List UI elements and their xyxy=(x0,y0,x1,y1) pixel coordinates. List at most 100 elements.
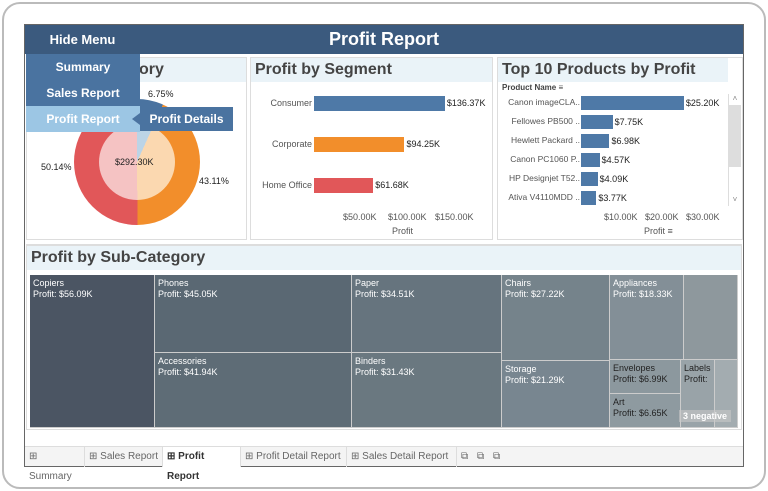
cell-name: Labels xyxy=(684,363,711,373)
menu-item-summary[interactable]: Summary xyxy=(26,54,140,80)
segment-tick: $150.00K xyxy=(435,212,474,222)
donut-inner-pie xyxy=(99,124,175,200)
sort-icon[interactable]: ≡ xyxy=(558,83,564,92)
segment-bar[interactable] xyxy=(314,178,374,193)
segment-bar[interactable] xyxy=(314,96,445,111)
sheet-tab[interactable]: ⊞ Profit Detail Report xyxy=(241,447,347,467)
cell-name: Paper xyxy=(355,278,380,288)
top10-axis-title: Profit ≡ xyxy=(644,226,673,236)
product-bar[interactable] xyxy=(581,172,598,186)
segment-tick: $100.00K xyxy=(388,212,427,222)
treemap-cell[interactable] xyxy=(684,275,738,360)
cell-profit: Profit: $56.09K xyxy=(33,289,93,299)
cell-profit: Profit: $18.33K xyxy=(613,289,673,299)
treemap-cell[interactable]: Chairs Profit: $27.22K xyxy=(502,275,610,361)
segment-label: Corporate xyxy=(271,139,312,149)
subcategory-title: Profit by Sub-Category xyxy=(27,246,741,270)
treemap-cell[interactable]: Appliances Profit: $18.33K xyxy=(610,275,684,360)
cell-profit: Profit: $41.94K xyxy=(158,367,218,377)
cell-name: Appliances xyxy=(613,278,658,288)
new-sheet-icon[interactable]: ⧉ xyxy=(461,451,469,462)
slice-label-tech: 50.14% xyxy=(41,162,72,172)
scroll-thumb[interactable] xyxy=(729,105,741,167)
new-story-icon[interactable]: ⧉ xyxy=(493,451,501,462)
top10-tick: $10.00K xyxy=(604,212,638,222)
top10-tick: $20.00K xyxy=(645,212,679,222)
product-bar[interactable] xyxy=(581,191,597,205)
product-value-label: $6.98K xyxy=(611,136,640,146)
treemap-cell[interactable]: Envelopes Profit: $6.99K xyxy=(610,360,681,394)
product-bar[interactable] xyxy=(581,134,610,148)
segment-axis-title: Profit xyxy=(392,226,414,236)
segment-value-label: $94.25K xyxy=(406,139,440,149)
scroll-down-icon[interactable]: ˅ xyxy=(732,195,738,204)
cell-name: Binders xyxy=(355,356,386,366)
scroll-up-icon[interactable]: ˄ xyxy=(732,94,738,103)
product-label: Hewlett Packard .. xyxy=(511,135,580,145)
slice-label-office: 43.11% xyxy=(199,176,229,186)
top10-title: Top 10 Products by Profit xyxy=(498,58,728,82)
treemap-cell[interactable]: Phones Profit: $45.05K xyxy=(155,275,352,353)
treemap-cell[interactable]: Binders Profit: $31.43K xyxy=(352,353,502,428)
cell-name: Envelopes xyxy=(613,363,656,373)
cell-name: Art xyxy=(613,397,625,407)
dashboard-icon: ⊞ xyxy=(89,451,98,462)
column-header-label: Product Name xyxy=(502,83,557,92)
menu-item-sales-report[interactable]: Sales Report xyxy=(26,80,140,106)
column-header-product-name[interactable]: Product Name ≡ xyxy=(502,83,563,92)
product-label: Canon imageCLA.. xyxy=(508,97,580,107)
dashboard-icon: ⊞ xyxy=(167,451,176,462)
treemap-cell[interactable]: Art Profit: $6.65K xyxy=(610,394,681,428)
page-title: Profit Report xyxy=(329,29,439,49)
product-value-label: $3.77K xyxy=(598,193,627,203)
cell-name: Chairs xyxy=(505,278,532,288)
sheet-tab[interactable]: ⊞ Sales Detail Report xyxy=(347,447,457,467)
sheet-tab[interactable]: ⊞ Sales Report xyxy=(85,447,163,467)
sort-icon[interactable]: ≡ xyxy=(667,226,673,236)
tab-label: Summary xyxy=(29,471,72,482)
cell-profit: Profit: $34.51K xyxy=(355,289,415,299)
product-label: HP Designjet T52.. xyxy=(508,173,580,183)
cell-profit: Profit: $45.05K xyxy=(158,289,218,299)
negative-values-indicator[interactable]: 3 negative xyxy=(679,410,732,422)
dashboard-icon: ⊞ xyxy=(245,451,254,462)
menu-item-profit-report[interactable]: Profit Report xyxy=(26,106,140,132)
axis-title-label: Profit xyxy=(644,226,666,236)
scrollbar[interactable]: ˄ ˅ xyxy=(728,94,741,206)
segment-title: Profit by Segment xyxy=(251,58,492,82)
top10-tick: $30.00K xyxy=(686,212,720,222)
slice-label-furniture: 6.75% xyxy=(148,89,174,99)
product-value-label: $4.57K xyxy=(601,155,631,165)
cell-name: Accessories xyxy=(158,356,207,366)
treemap-cell[interactable]: Copiers Profit: $56.09K xyxy=(30,275,155,428)
product-bar[interactable] xyxy=(581,96,684,110)
dashboard-icon: ⊞ xyxy=(29,451,38,462)
product-bar[interactable] xyxy=(581,153,600,167)
treemap-cell[interactable]: Storage Profit: $21.29K xyxy=(502,361,610,428)
sheet-tab[interactable]: ⊞ Profit Report xyxy=(163,447,241,482)
submenu-arrow-icon xyxy=(132,113,140,125)
segment-label: Home Office xyxy=(262,180,312,190)
cell-profit: Profit: $27.22K xyxy=(505,289,565,299)
submenu-profit-details[interactable]: Profit Details xyxy=(140,107,233,131)
cell-name: Copiers xyxy=(33,278,65,288)
product-value-label: $4.09K xyxy=(599,174,629,184)
hide-menu-button[interactable]: Hide Menu xyxy=(49,32,116,47)
dashboard-icon: ⊞ xyxy=(351,451,360,462)
product-label: Fellowes PB500 .. xyxy=(511,116,580,126)
tab-label: Profit Detail Report xyxy=(256,451,341,462)
treemap-cell[interactable]: Accessories Profit: $41.94K xyxy=(155,353,352,428)
sheet-tabs: ⊞ Summary ⊞ Sales Report ⊞ Profit Report ⊞ … xyxy=(25,446,743,482)
segment-bar[interactable] xyxy=(314,137,405,152)
tab-label: Profit Report xyxy=(167,451,205,482)
segment-value-label: $61.68K xyxy=(375,180,409,190)
treemap-cell[interactable]: Paper Profit: $34.51K xyxy=(352,275,502,353)
new-dashboard-icon[interactable]: ⧉ xyxy=(477,451,485,462)
cell-name: Phones xyxy=(158,278,189,288)
segment-tick: $50.00K xyxy=(343,212,377,222)
cell-profit: Profit: $6.99K xyxy=(613,374,668,384)
segment-label: Consumer xyxy=(270,98,312,108)
cell-name: Storage xyxy=(505,364,537,374)
product-bar[interactable] xyxy=(581,115,613,129)
sheet-tab[interactable]: ⊞ Summary xyxy=(25,447,85,482)
